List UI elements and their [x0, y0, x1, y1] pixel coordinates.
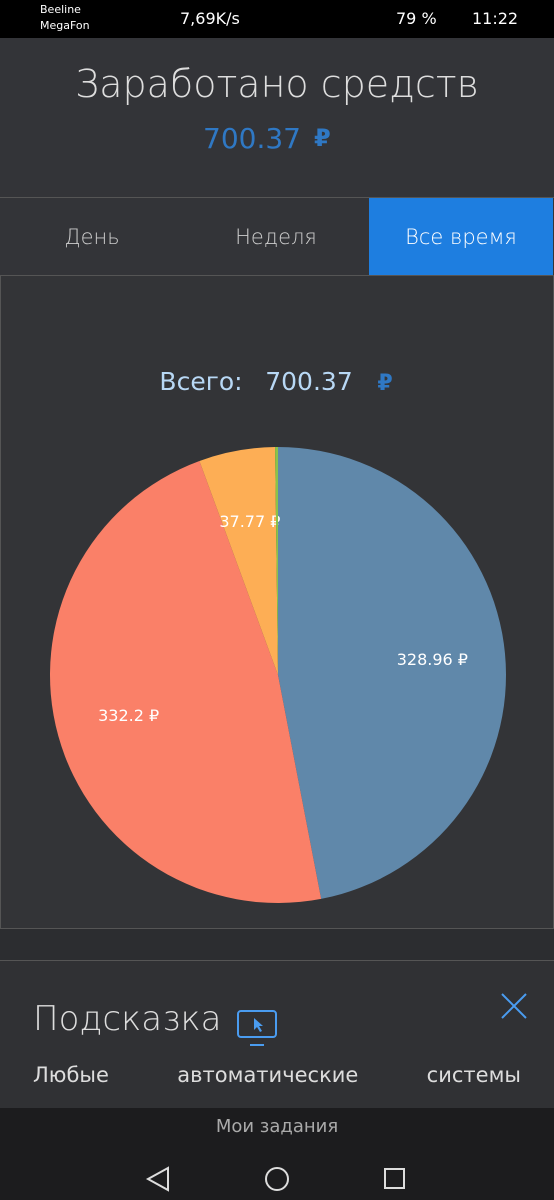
carrier: MegaFon: [40, 19, 90, 32]
tab[interactable]: Неделя: [235, 224, 317, 249]
hint-title: Подсказка: [33, 999, 222, 1039]
total-value: 700.37: [265, 367, 352, 396]
nav-bar: Мои задания: [0, 1108, 554, 1200]
close-button[interactable]: [499, 991, 529, 1021]
monitor-icon: [237, 1010, 277, 1046]
pie-slice: [278, 447, 507, 899]
total-currency: ₽: [377, 371, 392, 396]
data-label: 328.96 ₽: [397, 650, 468, 669]
back-button[interactable]: [145, 1166, 169, 1192]
carrier: Beeline: [40, 3, 81, 16]
pie-slice: [49, 460, 322, 903]
data-label: 37.77 ₽: [219, 512, 280, 531]
status-bar: Beeline MegaFon 7,69K/s 79 % 11:22: [0, 0, 554, 38]
header: Заработано средств 700.37 ₽: [0, 38, 554, 198]
amount: 700.37: [203, 122, 301, 155]
title: Заработано средств: [75, 62, 479, 106]
hint-card: Подсказка Любые автоматические системы: [0, 960, 554, 1110]
chart-panel: Всего: 700.37 ₽ 328.96 ₽ 332.2 ₽ 37.77 ₽: [0, 276, 554, 929]
system-buttons: [145, 1166, 405, 1192]
hint-text: Любые автоматические системы: [33, 1063, 521, 1087]
battery: 79 %: [396, 9, 437, 28]
nav-label[interactable]: Мои задания: [215, 1116, 339, 1137]
clock: 11:22: [472, 9, 519, 28]
net-speed: 7,69K/s: [180, 9, 240, 28]
total-label: Всего:: [159, 367, 242, 396]
pie-slice: [199, 447, 278, 675]
chart: Всего: 700.37 ₽ 328.96 ₽ 332.2 ₽ 37.77 ₽: [49, 367, 507, 903]
tab[interactable]: День: [64, 224, 120, 249]
tabs: День Неделя Все время: [0, 198, 554, 276]
tab-active[interactable]: Все время: [369, 198, 553, 275]
recent-button[interactable]: [384, 1168, 405, 1189]
data-label: 332.2 ₽: [98, 706, 159, 725]
home-button[interactable]: [265, 1167, 289, 1191]
currency: ₽: [314, 124, 331, 152]
pie-slice: [275, 447, 278, 675]
